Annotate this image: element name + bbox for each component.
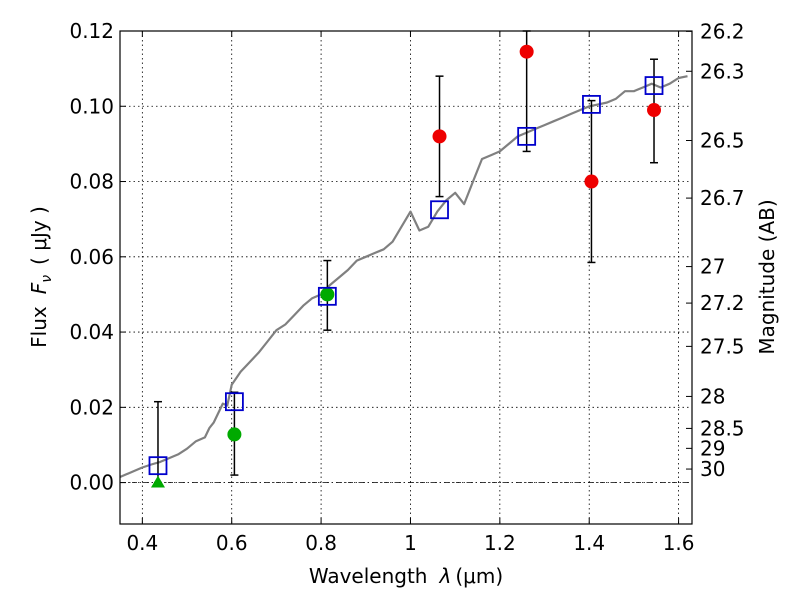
- magnitude-tick-label: 26.2: [700, 19, 745, 43]
- y-tick-label: 0.12: [69, 19, 114, 43]
- observed-points: [150, 44, 662, 488]
- observed-point: [519, 44, 534, 59]
- magnitude-tick-label: 26.3: [700, 59, 745, 83]
- plot-frame: [119, 30, 693, 525]
- x-tick-label: 1.2: [484, 531, 516, 555]
- observed-point: [584, 174, 599, 189]
- model-flux-square: [317, 286, 337, 306]
- magnitude-tick-label: 27.2: [700, 291, 745, 315]
- magnitude-tick-label: 28: [700, 384, 725, 408]
- x-tick-label: 0.4: [126, 531, 158, 555]
- model-photometry: [148, 76, 664, 476]
- model-flux-square: [430, 200, 449, 220]
- x-tick-label: 1: [404, 531, 417, 555]
- y-tick-label: 0.02: [69, 395, 114, 419]
- x-tick-label: 1.6: [663, 531, 695, 555]
- x-tick-label: 0.6: [216, 531, 248, 555]
- magnitude-tick-label: 27: [700, 255, 725, 279]
- x-tick-label: 0.8: [305, 531, 337, 555]
- magnitude-tick-label: 30: [700, 457, 725, 481]
- grid: [120, 30, 692, 524]
- y-axis-title: FluxFν( μJy ): [27, 206, 55, 348]
- ticks: 0.4 0.6 0.8 1 1.2 1.4 1.6 0.00 0.02 0.04 0.06 0.08 0…: [69, 19, 744, 555]
- y-tick-label: 0.06: [69, 245, 114, 269]
- spectrum-line: [119, 75, 688, 479]
- observed-point: [227, 427, 242, 442]
- observed-point: [647, 103, 662, 118]
- observed-point: [432, 129, 447, 144]
- x-tick-label: 1.4: [573, 531, 605, 555]
- magnitude-tick-label: 26.7: [700, 186, 745, 210]
- y-tick-label: 0.04: [69, 320, 114, 344]
- observed-upper-limit-marker: [150, 475, 165, 488]
- model-flux-square: [148, 456, 168, 476]
- x-axis-title: Wavelength λ (μm): [309, 564, 503, 588]
- spectrum-layer: [119, 75, 688, 479]
- y-tick-label: 0.08: [69, 170, 114, 194]
- y-tick-label: 0.00: [69, 471, 114, 495]
- magnitude-tick-label: 28.5: [700, 416, 745, 440]
- model-flux-square: [644, 76, 664, 95]
- magnitude-tick-label: 27.5: [700, 334, 745, 358]
- magnitude-tick-label: 26.5: [700, 129, 745, 153]
- model-flux-square: [224, 392, 244, 412]
- magnitude-tick-label: 29: [700, 436, 725, 460]
- observed-point: [320, 287, 335, 302]
- y2-axis-title: Magnitude (AB): [755, 199, 779, 354]
- y-tick-label: 0.10: [69, 94, 114, 118]
- model-flux-square: [582, 94, 601, 114]
- model-flux-square: [517, 126, 537, 146]
